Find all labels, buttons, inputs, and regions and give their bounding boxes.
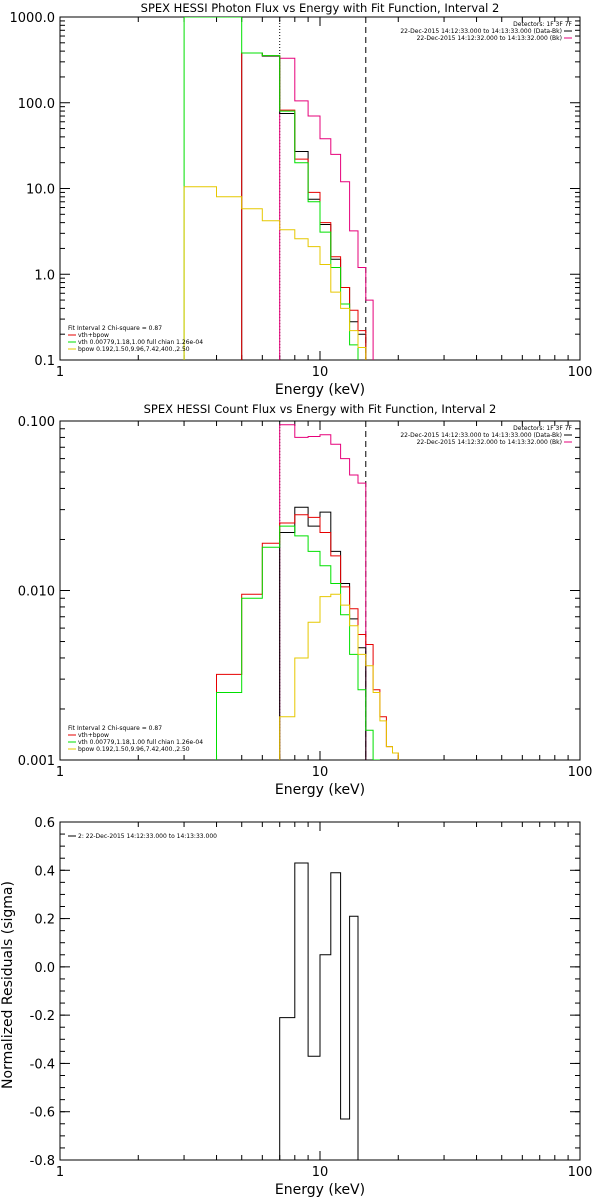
x-tick-label: 1 — [56, 365, 64, 380]
data-layer — [183, 17, 374, 360]
data-layer — [279, 862, 359, 1160]
y-tick-label: 0.1 — [34, 354, 55, 369]
series-total — [216, 514, 399, 760]
x-tick-label: 10 — [312, 1165, 329, 1180]
y-tick-label: 0.0 — [34, 961, 55, 976]
y-tick-label: 1000.0 — [10, 11, 56, 26]
plot-frame — [59, 16, 581, 361]
series-bkg — [279, 424, 367, 760]
x-tick-label: 1 — [56, 1165, 64, 1180]
y-tick-label: 1.0 — [34, 268, 55, 283]
y-tick-label: -0.6 — [30, 1106, 55, 1121]
x-tick-label: 100 — [568, 365, 593, 380]
x-tick-label: 1 — [56, 765, 64, 780]
legend-left: 2: 22-Dec-2015 14:12:33.000 to 14:13:33.… — [68, 833, 217, 840]
legend-left-item: 2: 22-Dec-2015 14:12:33.000 to 14:13:33.… — [78, 833, 217, 840]
series-bkg — [279, 57, 374, 360]
x-axis-label: Energy (keV) — [275, 782, 365, 798]
y-tick-label: 0.6 — [34, 816, 55, 831]
series-data — [279, 506, 367, 760]
legend-left-item: bpow 0.192,1.50,9.96,7.42,400.,2.50 — [78, 746, 190, 753]
legend-right-item: 22-Dec-2015 14:12:32.000 to 14:13:32.000… — [417, 439, 562, 446]
x-tick-label: 10 — [312, 365, 329, 380]
y-tick-label: -0.8 — [30, 1154, 55, 1169]
y-tick-label: 0.100 — [18, 415, 55, 430]
y-tick-label: -0.4 — [30, 1057, 55, 1072]
y-tick-label: 0.4 — [34, 864, 55, 879]
photon-chart-title: SPEX HESSI Photon Flux vs Energy with Fi… — [141, 1, 500, 15]
y-tick-label: 0.2 — [34, 913, 55, 928]
y-tick-label: 10.0 — [26, 183, 55, 198]
legend-right-header: Detectors: 1F 3F 7F — [513, 21, 572, 28]
x-tick-label: 100 — [568, 1165, 593, 1180]
legend-right-item: 22-Dec-2015 14:12:32.000 to 14:13:32.000… — [417, 35, 562, 42]
series-bpow — [279, 593, 399, 760]
legend-left-item: vth+bpow — [78, 332, 109, 339]
x-tick-label: 100 — [568, 765, 593, 780]
y-tick-label: 100.0 — [18, 97, 55, 112]
legend-left-item: vth+bpow — [78, 732, 109, 739]
series-data — [241, 52, 367, 360]
legend-left-item: vth 0.00779,1.18,1.00 full chian 1.26e-0… — [78, 339, 203, 346]
count-chart-title: SPEX HESSI Count Flux vs Energy with Fit… — [144, 402, 497, 416]
y-tick-label: 0.010 — [18, 585, 55, 600]
count-flux-panel: SPEX HESSI Count Flux vs Energy with Fit… — [18, 402, 593, 798]
legend-left-item: bpow 0.192,1.50,9.96,7.42,400.,2.50 — [78, 346, 190, 353]
legend-right-item: 22-Dec-2015 14:12:33.000 to 14:13:33.000… — [400, 432, 562, 439]
plot-frame — [59, 420, 581, 761]
residuals-y-axis-label: Normalized Residuals (sigma) — [0, 881, 16, 1089]
series-total — [241, 52, 367, 360]
data-layer — [216, 421, 399, 760]
series-vth — [183, 17, 359, 360]
legend-left-item: vth 0.00779,1.18,1.00 full chian 1.26e-0… — [78, 739, 203, 746]
x-tick-label: 10 — [312, 765, 329, 780]
x-axis-label: Energy (keV) — [275, 382, 365, 398]
residuals-panel: Normalized Residuals (sigma) 1 10 100 Energ… — [0, 816, 592, 1198]
series-data — [279, 862, 359, 1160]
legend-left: Fit Interval 2 Chi-square = 0.87vth+bpow… — [68, 725, 203, 753]
legend-left-header: Fit Interval 2 Chi-square = 0.87 — [68, 325, 162, 332]
legend-right-header: Detectors: 1F 3F 7F — [513, 425, 572, 432]
legend-right-item: 22-Dec-2015 14:12:33.000 to 14:13:33.000… — [400, 28, 562, 35]
series-vth — [216, 525, 380, 760]
x-axis-label: Energy (keV) — [275, 1182, 365, 1198]
y-tick-label: -0.2 — [30, 1009, 55, 1024]
legend-left-header: Fit Interval 2 Chi-square = 0.87 — [68, 725, 162, 732]
legend-left: Fit Interval 2 Chi-square = 0.87vth+bpow… — [68, 325, 203, 353]
y-tick-label: 0.001 — [18, 754, 55, 769]
photon-flux-panel: SPEX HESSI Photon Flux vs Energy with Fi… — [10, 1, 593, 398]
series-bpow — [183, 186, 367, 360]
